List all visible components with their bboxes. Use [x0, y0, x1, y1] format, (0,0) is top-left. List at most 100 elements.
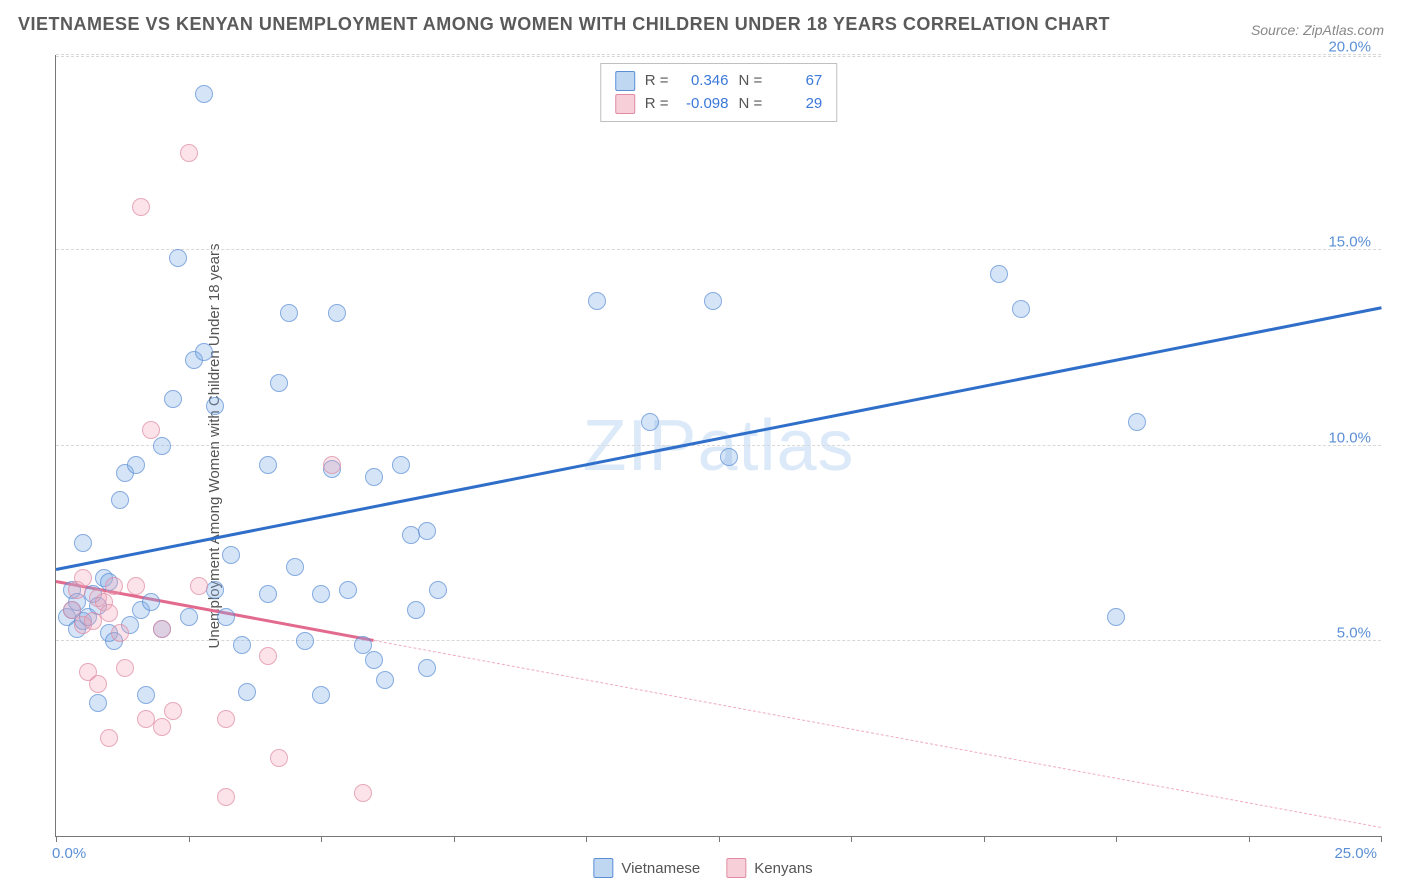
y-tick-label: 20.0% — [1328, 39, 1371, 56]
data-point — [259, 647, 277, 665]
x-tick — [56, 836, 57, 842]
data-point — [180, 608, 198, 626]
gridline — [56, 249, 1381, 250]
data-point — [137, 686, 155, 704]
data-point — [222, 546, 240, 564]
source-attribution: Source: ZipAtlas.com — [1251, 22, 1384, 38]
data-point — [238, 683, 256, 701]
data-point — [217, 710, 235, 728]
data-point — [100, 604, 118, 622]
data-point — [105, 577, 123, 595]
data-point — [127, 456, 145, 474]
swatch-kenyans-icon — [615, 94, 635, 114]
data-point — [270, 749, 288, 767]
gridline — [56, 445, 1381, 446]
data-point — [720, 448, 738, 466]
data-point — [111, 624, 129, 642]
x-tick — [189, 836, 190, 842]
data-point — [1012, 300, 1030, 318]
r-label: R = — [645, 93, 669, 116]
data-point — [164, 702, 182, 720]
data-point — [354, 784, 372, 802]
data-point — [89, 675, 107, 693]
y-tick-label: 5.0% — [1337, 624, 1371, 641]
data-point — [339, 581, 357, 599]
data-point — [233, 636, 251, 654]
gridline — [56, 640, 1381, 641]
gridline — [56, 54, 1381, 55]
data-point — [169, 249, 187, 267]
data-point — [641, 413, 659, 431]
n-label: N = — [739, 93, 763, 116]
r-label: R = — [645, 70, 669, 93]
data-point — [142, 421, 160, 439]
data-point — [407, 601, 425, 619]
data-point — [259, 585, 277, 603]
data-point — [74, 569, 92, 587]
data-point — [180, 144, 198, 162]
data-point — [153, 620, 171, 638]
corr-row-1: R = -0.098 N = 29 — [615, 93, 823, 116]
data-point — [195, 85, 213, 103]
data-point — [328, 304, 346, 322]
data-point — [100, 729, 118, 747]
n-value-0: 67 — [772, 70, 822, 93]
legend-label: Vietnamese — [621, 860, 700, 877]
legend-label: Kenyans — [754, 860, 812, 877]
data-point — [418, 522, 436, 540]
y-tick-label: 15.0% — [1328, 234, 1371, 251]
x-tick — [984, 836, 985, 842]
data-point — [312, 585, 330, 603]
n-label: N = — [739, 70, 763, 93]
data-point — [376, 671, 394, 689]
y-tick-label: 10.0% — [1328, 429, 1371, 446]
x-tick — [321, 836, 322, 842]
data-point — [190, 577, 208, 595]
data-point — [259, 456, 277, 474]
watermark-thin: atlas — [697, 406, 854, 486]
trend-dash-1 — [374, 640, 1381, 828]
data-point — [429, 581, 447, 599]
data-point — [89, 694, 107, 712]
n-value-1: 29 — [772, 93, 822, 116]
x-tick-label-left: 0.0% — [52, 845, 86, 862]
data-point — [217, 608, 235, 626]
data-point — [418, 659, 436, 677]
data-point — [588, 292, 606, 310]
data-point — [990, 265, 1008, 283]
correlation-legend: R = 0.346 N = 67 R = -0.098 N = 29 — [600, 63, 838, 122]
data-point — [116, 659, 134, 677]
data-point — [142, 593, 160, 611]
data-point — [1107, 608, 1125, 626]
data-point — [111, 491, 129, 509]
data-point — [206, 397, 224, 415]
data-point — [323, 456, 341, 474]
x-tick — [454, 836, 455, 842]
swatch-kenyans-icon — [726, 858, 746, 878]
data-point — [195, 343, 213, 361]
r-value-0: 0.346 — [679, 70, 729, 93]
data-point — [74, 534, 92, 552]
data-point — [127, 577, 145, 595]
gridline — [56, 56, 1381, 57]
plot-area: ZIPatlas R = 0.346 N = 67 R = -0.098 N =… — [55, 55, 1381, 837]
swatch-vietnamese-icon — [615, 71, 635, 91]
data-point — [365, 651, 383, 669]
swatch-vietnamese-icon — [593, 858, 613, 878]
data-point — [132, 198, 150, 216]
x-tick — [586, 836, 587, 842]
x-tick — [851, 836, 852, 842]
data-point — [286, 558, 304, 576]
data-point — [217, 788, 235, 806]
x-tick-label-right: 25.0% — [1334, 845, 1377, 862]
legend-item-vietnamese: Vietnamese — [593, 858, 700, 878]
data-point — [312, 686, 330, 704]
data-point — [704, 292, 722, 310]
data-point — [296, 632, 314, 650]
legend-item-kenyans: Kenyans — [726, 858, 812, 878]
watermark: ZIPatlas — [582, 405, 854, 487]
x-tick — [1249, 836, 1250, 842]
data-point — [270, 374, 288, 392]
data-point — [392, 456, 410, 474]
data-point — [206, 581, 224, 599]
